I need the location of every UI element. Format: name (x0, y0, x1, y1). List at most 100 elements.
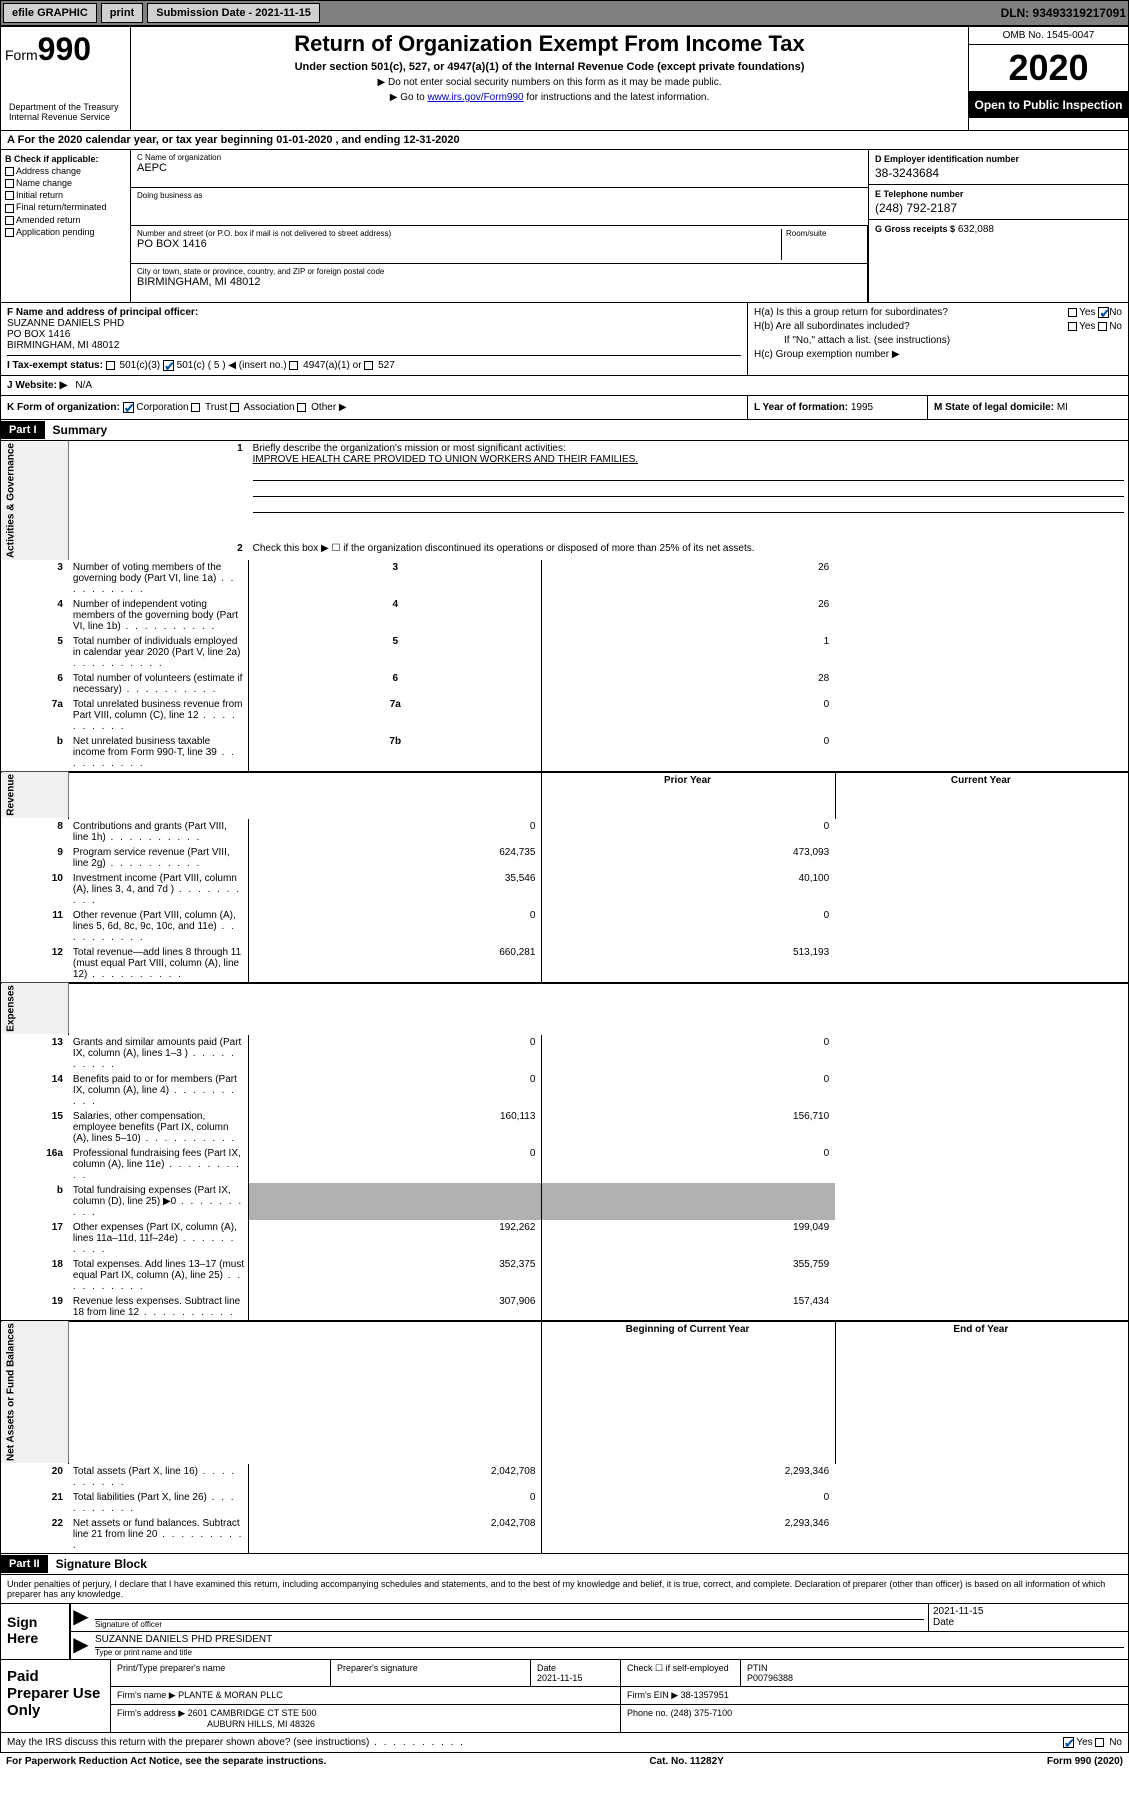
line-text: Total expenses. Add lines 13–17 (must eq… (69, 1257, 249, 1294)
current-value: 0 (542, 819, 835, 845)
cb-amended[interactable]: Amended return (5, 215, 126, 225)
prior-value: 2,042,708 (249, 1516, 542, 1554)
line-num: 16a (1, 1146, 69, 1183)
cb-501c3[interactable] (106, 361, 115, 370)
cb-trust[interactable] (191, 403, 200, 412)
line-num: b (1, 1183, 69, 1220)
state-domicile: MI (1057, 402, 1068, 413)
current-value (542, 1183, 835, 1220)
line-text: Benefits paid to or for members (Part IX… (69, 1072, 249, 1109)
hb-no[interactable] (1098, 322, 1107, 331)
prior-value: 0 (249, 1490, 542, 1516)
cb-initial-return[interactable]: Initial return (5, 190, 126, 200)
officer-addr2: BIRMINGHAM, MI 48012 (7, 340, 741, 351)
line-num: 12 (1, 945, 69, 983)
line-text: Net unrelated business taxable income fr… (69, 734, 249, 772)
main-info-block: B Check if applicable: Address change Na… (0, 150, 1129, 303)
prior-value: 2,042,708 (249, 1464, 542, 1490)
cb-501c[interactable] (163, 360, 174, 371)
line-text: Investment income (Part VIII, column (A)… (69, 871, 249, 908)
prior-value: 0 (249, 819, 542, 845)
officer-name: SUZANNE DANIELS PHD (7, 318, 741, 329)
hb-yes[interactable] (1068, 322, 1077, 331)
ein-value: 38-3243684 (875, 166, 1122, 180)
prior-value: 624,735 (249, 845, 542, 871)
line-num: 7a (1, 697, 69, 734)
line-text: Other revenue (Part VIII, column (A), li… (69, 908, 249, 945)
current-value: 0 (542, 1146, 835, 1183)
cb-address-change[interactable]: Address change (5, 166, 126, 176)
form-number: Form990 (5, 31, 126, 68)
cb-other[interactable] (297, 403, 306, 412)
firm-ein: 38-1357951 (681, 1690, 729, 1700)
klm-block: K Form of organization: Corporation Trus… (0, 396, 1129, 420)
part1-header: Part I Summary (0, 420, 1129, 441)
current-value: 355,759 (542, 1257, 835, 1294)
year-formation: 1995 (851, 402, 873, 413)
self-employed-check[interactable]: Check ☐ if self-employed (621, 1660, 741, 1686)
irs-no[interactable] (1095, 1738, 1104, 1747)
website-value: N/A (75, 380, 92, 391)
form-title: Return of Organization Exempt From Incom… (139, 31, 960, 57)
vtab-netassets: Net Assets or Fund Balances (1, 1321, 69, 1464)
part2-header: Part II Signature Block (0, 1554, 1129, 1575)
line-value: 26 (542, 560, 835, 597)
print-button[interactable]: print (101, 3, 143, 23)
prior-value: 660,281 (249, 945, 542, 983)
cb-final-return[interactable]: Final return/terminated (5, 202, 126, 212)
line-value: 1 (542, 634, 835, 671)
open-public-badge: Open to Public Inspection (969, 92, 1128, 118)
gross-receipts: 632,088 (958, 224, 994, 235)
cat-number: Cat. No. 11282Y (649, 1756, 723, 1767)
line-value: 28 (542, 671, 835, 697)
current-value: 40,100 (542, 871, 835, 908)
line-text: Total number of individuals employed in … (69, 634, 249, 671)
dln-number: DLN: 93493319217091 (1001, 6, 1126, 20)
omb-number: OMB No. 1545-0047 (969, 27, 1128, 45)
current-value: 199,049 (542, 1220, 835, 1257)
irs-link[interactable]: www.irs.gov/Form990 (427, 92, 523, 103)
dept-treasury: Department of the Treasury Internal Reve… (5, 98, 126, 126)
line-box: 7b (249, 734, 542, 772)
line-num: 20 (1, 1464, 69, 1490)
name-arrow-icon: ▶ (71, 1632, 91, 1659)
vtab-revenue: Revenue (1, 772, 69, 819)
line-num: 14 (1, 1072, 69, 1109)
sign-here-label: Sign Here (1, 1604, 71, 1659)
cb-corp[interactable] (123, 402, 134, 413)
tax-period: A For the 2020 calendar year, or tax yea… (0, 131, 1129, 150)
line-num: 11 (1, 908, 69, 945)
cb-app-pending[interactable]: Application pending (5, 227, 126, 237)
efile-label: efile GRAPHIC (3, 3, 97, 23)
line-num: 10 (1, 871, 69, 908)
summary-table: Activities & Governance 1 Briefly descri… (0, 441, 1129, 1553)
line-num: 5 (1, 634, 69, 671)
irs-yes[interactable] (1063, 1737, 1074, 1748)
ha-no[interactable] (1098, 307, 1109, 318)
prior-value (249, 1183, 542, 1220)
section-b: B Check if applicable: Address change Na… (1, 150, 131, 302)
current-value: 157,434 (542, 1294, 835, 1321)
line-num: 19 (1, 1294, 69, 1321)
signature-arrow-icon: ▶ (71, 1604, 91, 1631)
line-text: Net assets or fund balances. Subtract li… (69, 1516, 249, 1554)
officer-addr1: PO BOX 1416 (7, 329, 741, 340)
prior-value: 192,262 (249, 1220, 542, 1257)
cb-4947[interactable] (289, 361, 298, 370)
ha-yes[interactable] (1068, 308, 1077, 317)
cb-527[interactable] (364, 361, 373, 370)
note-1: ▶ Do not enter social security numbers o… (139, 77, 960, 88)
cb-name-change[interactable]: Name change (5, 178, 126, 188)
line-text: Program service revenue (Part VIII, line… (69, 845, 249, 871)
line-text: Total unrelated business revenue from Pa… (69, 697, 249, 734)
line-num: 4 (1, 597, 69, 634)
tax-year: 2020 (969, 45, 1128, 92)
section-d: D Employer identification number 38-3243… (868, 150, 1128, 302)
line-num: 3 (1, 560, 69, 597)
cb-assoc[interactable] (230, 403, 239, 412)
line-num: 9 (1, 845, 69, 871)
prior-value: 0 (249, 908, 542, 945)
current-value: 156,710 (542, 1109, 835, 1146)
line-num: 6 (1, 671, 69, 697)
line-text: Total liabilities (Part X, line 26) (69, 1490, 249, 1516)
